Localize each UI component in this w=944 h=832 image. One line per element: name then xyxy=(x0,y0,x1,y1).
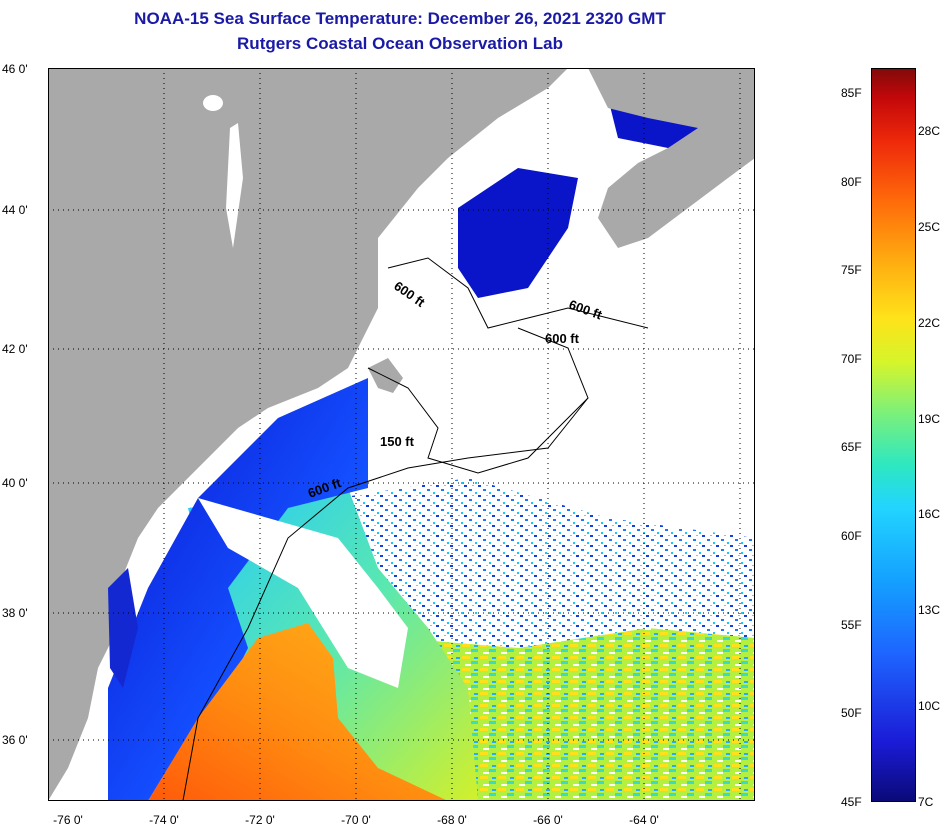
lon-label-72: -72 0' xyxy=(245,813,275,827)
colorbar-label-28c: 28C xyxy=(918,124,940,138)
contour-label-600ft-2: 600 ft xyxy=(567,297,605,323)
contour-label-600ft-1: 600 ft xyxy=(391,278,428,310)
colorbar-label-25c: 25C xyxy=(918,220,940,234)
colorbar-label-80f: 80F xyxy=(841,175,862,189)
colorbar-label-13c: 13C xyxy=(918,603,940,617)
lat-label-42: 42 0' xyxy=(2,342,28,356)
lon-label-74: -74 0' xyxy=(149,813,179,827)
colorbar-label-55f: 55F xyxy=(841,618,862,632)
map-title: NOAA-15 Sea Surface Temperature: Decembe… xyxy=(0,9,800,29)
colorbar-label-65f: 65F xyxy=(841,440,862,454)
colorbar-label-85f: 85F xyxy=(841,86,862,100)
colorbar-label-16c: 16C xyxy=(918,507,940,521)
contour-label-150ft: 150 ft xyxy=(380,434,415,449)
colorbar-label-60f: 60F xyxy=(841,529,862,543)
colorbar-label-45f: 45F xyxy=(841,795,862,809)
lat-label-46: 46 0' xyxy=(2,62,28,76)
colorbar-label-22c: 22C xyxy=(918,316,940,330)
lon-label-64: -64 0' xyxy=(629,813,659,827)
contour-label-600ft-3: 600 ft xyxy=(545,331,580,346)
colorbar-label-7c: 7C xyxy=(918,795,933,809)
lat-label-36: 36 0' xyxy=(2,733,28,747)
sst-map: 600 ft 600 ft 600 ft 150 ft 600 ft xyxy=(48,68,755,801)
lon-label-66: -66 0' xyxy=(533,813,563,827)
colorbar-label-70f: 70F xyxy=(841,352,862,366)
land-cape-cod xyxy=(368,358,403,393)
contour-150ft xyxy=(368,328,588,473)
lat-label-44: 44 0' xyxy=(2,203,28,217)
gulf-of-maine-cold xyxy=(458,168,578,298)
colorbar-label-10c: 10C xyxy=(918,699,940,713)
lon-label-76: -76 0' xyxy=(53,813,83,827)
lat-label-38: 38 0' xyxy=(2,606,28,620)
inland-lake xyxy=(203,95,223,111)
lon-label-68: -68 0' xyxy=(437,813,467,827)
sst-map-canvas: 600 ft 600 ft 600 ft 150 ft 600 ft xyxy=(48,68,755,801)
colorbar-label-19c: 19C xyxy=(918,412,940,426)
colorbar-label-50f: 50F xyxy=(841,706,862,720)
temperature-colorbar xyxy=(871,68,916,802)
lat-label-40: 40 0' xyxy=(2,476,28,490)
land-nova-scotia xyxy=(588,68,755,248)
map-subtitle: Rutgers Coastal Ocean Observation Lab xyxy=(0,34,800,54)
colorbar-label-75f: 75F xyxy=(841,263,862,277)
lon-label-70: -70 0' xyxy=(341,813,371,827)
